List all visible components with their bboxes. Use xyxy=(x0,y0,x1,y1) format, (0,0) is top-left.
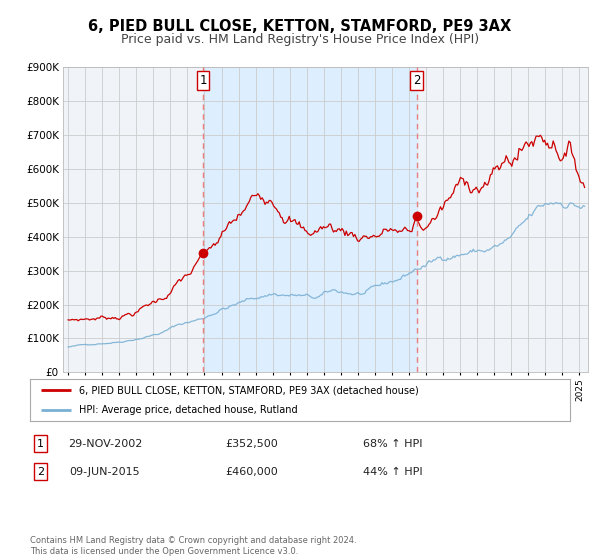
Text: 68% ↑ HPI: 68% ↑ HPI xyxy=(363,438,423,449)
Text: 2: 2 xyxy=(37,466,44,477)
Text: 29-NOV-2002: 29-NOV-2002 xyxy=(68,438,142,449)
Text: HPI: Average price, detached house, Rutland: HPI: Average price, detached house, Rutl… xyxy=(79,405,297,415)
Text: 09-JUN-2015: 09-JUN-2015 xyxy=(70,466,140,477)
Text: Price paid vs. HM Land Registry's House Price Index (HPI): Price paid vs. HM Land Registry's House … xyxy=(121,33,479,46)
Text: 1: 1 xyxy=(199,74,206,87)
Text: 6, PIED BULL CLOSE, KETTON, STAMFORD, PE9 3AX: 6, PIED BULL CLOSE, KETTON, STAMFORD, PE… xyxy=(88,19,512,34)
Text: Contains HM Land Registry data © Crown copyright and database right 2024.
This d: Contains HM Land Registry data © Crown c… xyxy=(30,536,356,556)
Text: 2: 2 xyxy=(413,74,420,87)
Text: 44% ↑ HPI: 44% ↑ HPI xyxy=(363,466,423,477)
Bar xyxy=(203,67,416,372)
Text: 1: 1 xyxy=(37,438,44,449)
Text: £460,000: £460,000 xyxy=(226,466,278,477)
Text: £352,500: £352,500 xyxy=(226,438,278,449)
Text: 6, PIED BULL CLOSE, KETTON, STAMFORD, PE9 3AX (detached house): 6, PIED BULL CLOSE, KETTON, STAMFORD, PE… xyxy=(79,385,418,395)
